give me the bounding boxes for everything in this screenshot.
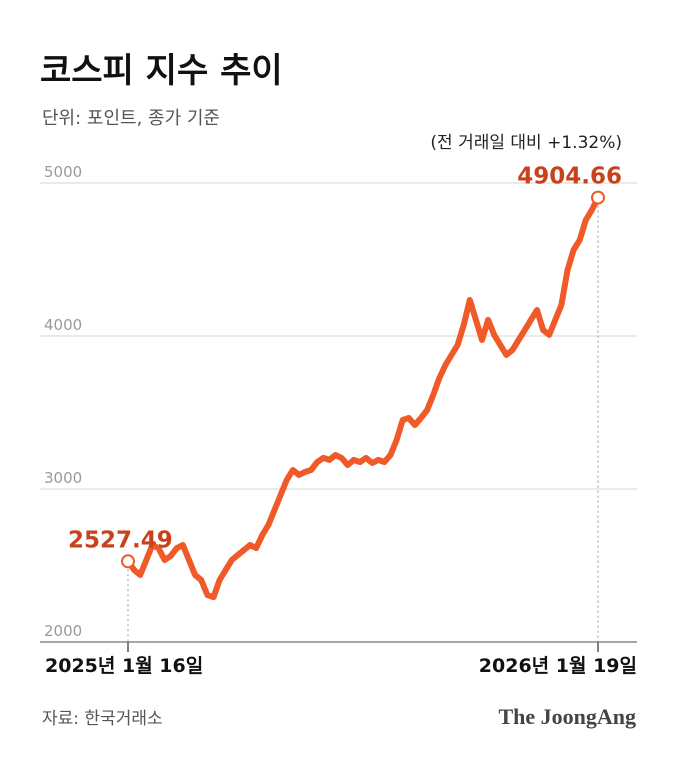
annotation: (전 거래일 대비 +1.32%) <box>430 133 622 153</box>
x-tick-label: 2025년 1월 16일 <box>45 655 203 677</box>
end-point <box>591 190 605 205</box>
chart-title: 코스피 지수 추이 <box>40 51 283 91</box>
source: 자료: 한국거래소 <box>42 709 163 729</box>
y-tick-label: 2000 <box>44 622 82 640</box>
y-tick-label: 3000 <box>44 469 82 487</box>
end-point <box>121 554 135 569</box>
value-label: 2527.49 <box>68 527 173 553</box>
y-tick-label: 4000 <box>44 316 82 334</box>
x-tick-label: 2026년 1월 19일 <box>479 655 637 677</box>
subtitle: 단위: 포인트, 종가 기준 <box>42 108 220 129</box>
value-label: 4904.66 <box>517 164 622 190</box>
logo: The JoongAng <box>498 704 636 729</box>
line-series <box>125 194 601 601</box>
y-tick-label: 5000 <box>44 163 82 181</box>
